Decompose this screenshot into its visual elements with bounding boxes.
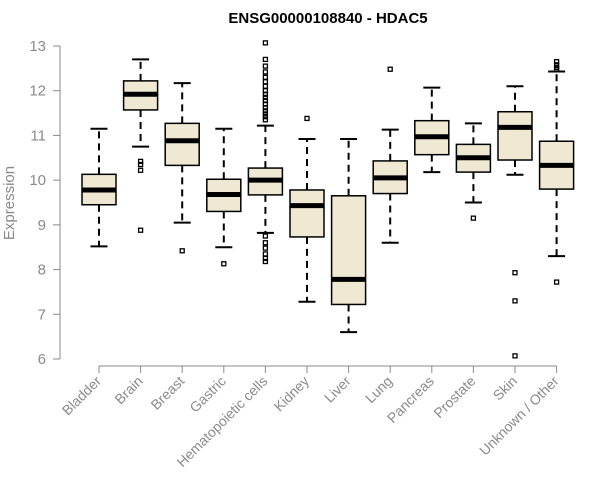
box-group [497, 85, 533, 359]
box-group [414, 86, 450, 174]
x-tick-label: Prostate [430, 373, 478, 421]
outlier-point [512, 298, 518, 304]
box-iqr [289, 189, 325, 238]
x-tick-label: Bladder [59, 373, 105, 419]
chart-title: ENSG00000108840 - HDAC5 [228, 10, 427, 27]
y-tick-label: 7 [38, 306, 46, 323]
outlier-point [262, 251, 269, 257]
y-tick-label: 9 [38, 217, 46, 234]
outlier-point [179, 248, 185, 254]
box-iqr [330, 195, 367, 306]
outlier-point [512, 353, 518, 359]
outlier-point [304, 115, 310, 122]
outlier-point [262, 117, 269, 123]
box-group [81, 127, 117, 248]
outlier-point [262, 56, 269, 63]
outlier-point [137, 227, 144, 233]
outlier-point [262, 255, 269, 262]
outlier-point [262, 233, 269, 239]
box-group [247, 40, 284, 265]
outlier-point [262, 91, 269, 97]
box-group [455, 122, 492, 221]
outlier-point [262, 83, 269, 89]
box-group [206, 127, 242, 267]
outlier-point [262, 240, 269, 246]
outlier-point [262, 258, 269, 265]
y-tick-label: 11 [30, 127, 46, 144]
y-tick-label: 13 [29, 38, 46, 55]
outlier-point [262, 108, 269, 114]
outlier-point [553, 67, 560, 73]
box-group [538, 59, 575, 285]
x-tick-label: Lung [362, 373, 395, 406]
x-tick-label: Brain [111, 373, 145, 407]
outlier-point [137, 161, 144, 168]
box-iqr [164, 122, 200, 167]
x-tick-label: Liver [321, 373, 354, 406]
outlier-point [262, 69, 269, 75]
y-axis-label: Expression [1, 166, 18, 240]
outlier-point [262, 105, 269, 111]
outlier-point [387, 66, 393, 72]
outlier-point [262, 111, 269, 117]
outlier-point [262, 63, 269, 69]
box-group [164, 82, 200, 254]
y-axis: 6 7 8 9 10 11 12 13 [29, 38, 61, 368]
outlier-point [512, 270, 518, 276]
box-iqr [497, 110, 533, 161]
box-group [289, 115, 325, 303]
outlier-point [262, 79, 269, 85]
outlier-point [553, 279, 560, 285]
outlier-point [137, 158, 144, 165]
y-tick-label: 8 [38, 262, 46, 279]
x-tick-label: Breast [147, 373, 187, 413]
box-group [330, 138, 367, 334]
box-series [81, 40, 575, 359]
y-tick-label: 10 [29, 172, 46, 189]
y-tick-label: 12 [29, 83, 46, 100]
outlier-point [262, 94, 269, 101]
outlier-point [553, 62, 560, 68]
x-tick-label: Kidney [271, 373, 313, 415]
outlier-point [262, 113, 269, 120]
outlier-point [221, 261, 227, 267]
y-tick-label: 6 [38, 351, 46, 368]
outlier-point [553, 59, 560, 65]
box-group [372, 66, 408, 244]
outlier-point [262, 245, 269, 251]
outlier-point [470, 215, 477, 221]
outlier-point [262, 74, 269, 80]
outlier-point [137, 167, 144, 173]
box-group [122, 58, 159, 233]
outlier-point [262, 40, 269, 46]
x-tick-label: Unknown / Other [476, 373, 562, 459]
x-tick-label: Skin [490, 373, 521, 404]
